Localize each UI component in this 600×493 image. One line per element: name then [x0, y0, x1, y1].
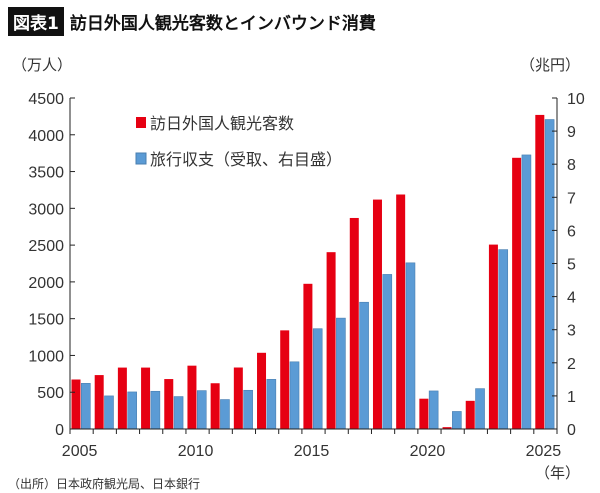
right-tick-label: 4 — [567, 290, 576, 307]
figure-badge: 図表1 — [8, 7, 64, 36]
receipts-bar-2022 — [475, 388, 485, 430]
visitors-bar-2012 — [233, 367, 243, 429]
receipts-bar-2023 — [498, 249, 509, 430]
visitors-bar-2011 — [210, 383, 220, 429]
receipts-bar-2017 — [359, 301, 369, 430]
receipts-bar-2006 — [104, 395, 114, 430]
visitors-bar-2023 — [488, 244, 498, 429]
visitors-bar-2022 — [465, 400, 475, 429]
right-tick-label: 1 — [567, 389, 576, 406]
left-tick-label: 1000 — [28, 348, 64, 365]
visitors-bar-2018 — [372, 199, 382, 429]
right-tick-label: 5 — [567, 257, 576, 274]
visitors-bar-2017 — [349, 217, 359, 429]
left-tick-label: 4000 — [28, 128, 64, 145]
left-tick-label: 3500 — [28, 165, 64, 182]
left-tick-label: 2000 — [28, 275, 64, 292]
right-tick-label: 10 — [567, 91, 585, 108]
visitors-bar-2007 — [117, 367, 127, 429]
header: 図表1 訪日外国人観光客数とインバウンド消費 — [8, 7, 376, 36]
visitors-bar-2009 — [164, 379, 174, 429]
receipts-bar-2021 — [452, 411, 462, 430]
receipts-bar-2008 — [150, 390, 161, 430]
visitors-bar-2006 — [94, 375, 104, 429]
legend: 訪日外国人観光客数 旅行収支（受取、右目盛） — [135, 115, 342, 169]
x-axis-unit: （年） — [535, 465, 580, 482]
left-axis-unit: （万人） — [12, 57, 72, 74]
receipts-bar-2015 — [312, 328, 323, 430]
right-tick-label: 8 — [567, 157, 576, 174]
receipts-bar-2016 — [336, 317, 346, 430]
right-axis-unit: （兆円） — [520, 57, 580, 74]
left-tick-label: 4500 — [28, 91, 64, 108]
receipts-bar-2012 — [243, 389, 253, 430]
visitors-bar-2015 — [303, 283, 313, 429]
left-tick-label: 500 — [37, 385, 64, 402]
receipts-bar-2020 — [428, 390, 439, 430]
visitors-bar-2024 — [512, 157, 522, 429]
x-tick-label: 2005 — [62, 443, 98, 460]
visitors-bar-2016 — [326, 252, 336, 429]
left-tick-label: 1500 — [28, 312, 64, 329]
x-tick-label: 2010 — [178, 443, 214, 460]
legend-swatch-visitors — [136, 117, 146, 128]
x-tick-label: 2015 — [294, 443, 330, 460]
legend-label-receipts: 旅行収支（受取、右目盛） — [150, 151, 342, 169]
left-tick-label: 3000 — [28, 201, 64, 218]
visitors-bar-2025 — [535, 114, 545, 429]
receipts-bar-2010 — [196, 390, 207, 430]
right-tick-label: 3 — [567, 323, 576, 340]
receipts-bar-2013 — [266, 379, 277, 430]
right-tick-label: 9 — [567, 124, 576, 141]
visitors-bar-2021 — [442, 427, 452, 429]
visitors-bar-2010 — [187, 365, 197, 429]
visitors-bar-2014 — [280, 330, 290, 429]
receipts-bar-2019 — [405, 262, 416, 430]
visitors-bar-2008 — [141, 367, 151, 429]
legend-label-visitors: 訪日外国人観光客数 — [150, 115, 294, 133]
left-tick-label: 2500 — [28, 238, 64, 255]
right-tick-label: 2 — [567, 356, 576, 373]
visitors-bar-2020 — [419, 398, 429, 429]
receipts-bar-2025 — [544, 119, 555, 430]
receipts-bar-2007 — [127, 391, 137, 430]
receipts-bar-2005 — [81, 383, 91, 430]
receipts-bar-2011 — [220, 399, 230, 430]
visitors-bar-2013 — [257, 352, 267, 429]
x-tick-label: 2025 — [526, 443, 562, 460]
right-tick-label: 0 — [567, 422, 576, 439]
right-tick-label: 7 — [567, 190, 576, 207]
receipts-bar-2024 — [521, 154, 532, 430]
left-tick-label: 0 — [55, 422, 64, 439]
receipts-bar-2014 — [289, 361, 300, 430]
receipts-bar-2018 — [382, 274, 393, 430]
source-note: （出所）日本政府観光局、日本銀行 — [8, 476, 200, 491]
receipts-bar-2009 — [173, 396, 184, 430]
visitors-bar-2019 — [396, 194, 406, 429]
visitors-bar-2005 — [71, 379, 81, 429]
right-tick-label: 6 — [567, 223, 576, 240]
chart-title: 訪日外国人観光客数とインバウンド消費 — [69, 14, 376, 34]
legend-swatch-receipts — [135, 152, 147, 165]
x-tick-label: 2020 — [410, 443, 446, 460]
